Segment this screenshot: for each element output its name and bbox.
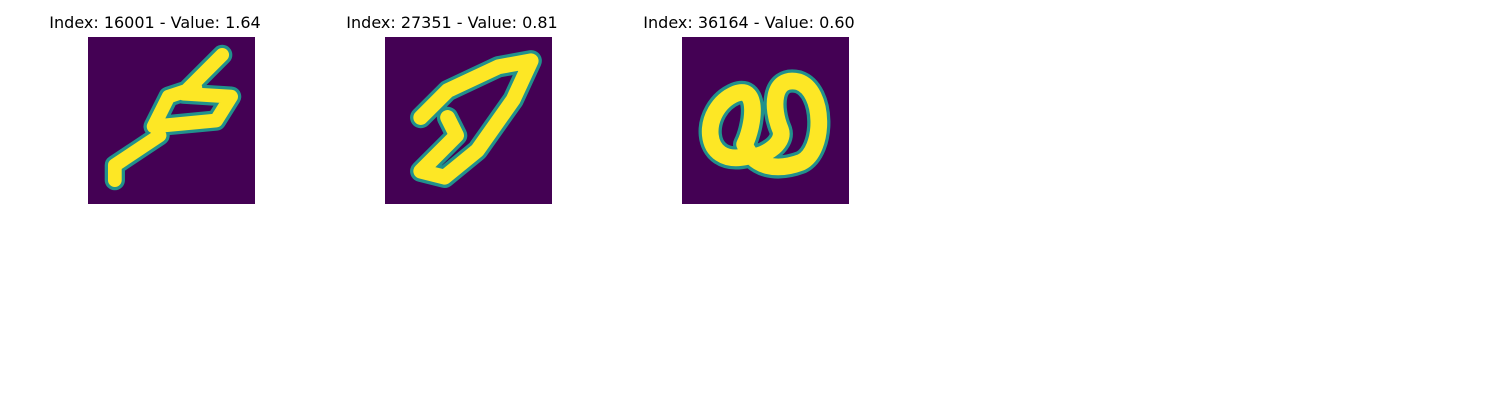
panel-title-2: Index: 27351 - Value: 0.81 (346, 13, 558, 32)
digit-stroke (698, 69, 831, 179)
digit-image-1 (88, 37, 255, 204)
digit-stroke (104, 44, 242, 191)
panel-title-3: Index: 36164 - Value: 0.60 (643, 13, 855, 32)
panel-title-1: Index: 16001 - Value: 1.64 (49, 13, 261, 32)
figure-panel-1: Index: 16001 - Value: 1.64 (5, 0, 305, 210)
figure-panel-3: Index: 36164 - Value: 0.60 (599, 0, 899, 210)
figure-panel-2: Index: 27351 - Value: 0.81 (302, 0, 602, 210)
digit-image-3 (682, 37, 849, 204)
digit-stroke (410, 50, 542, 188)
digit-image-2 (385, 37, 552, 204)
